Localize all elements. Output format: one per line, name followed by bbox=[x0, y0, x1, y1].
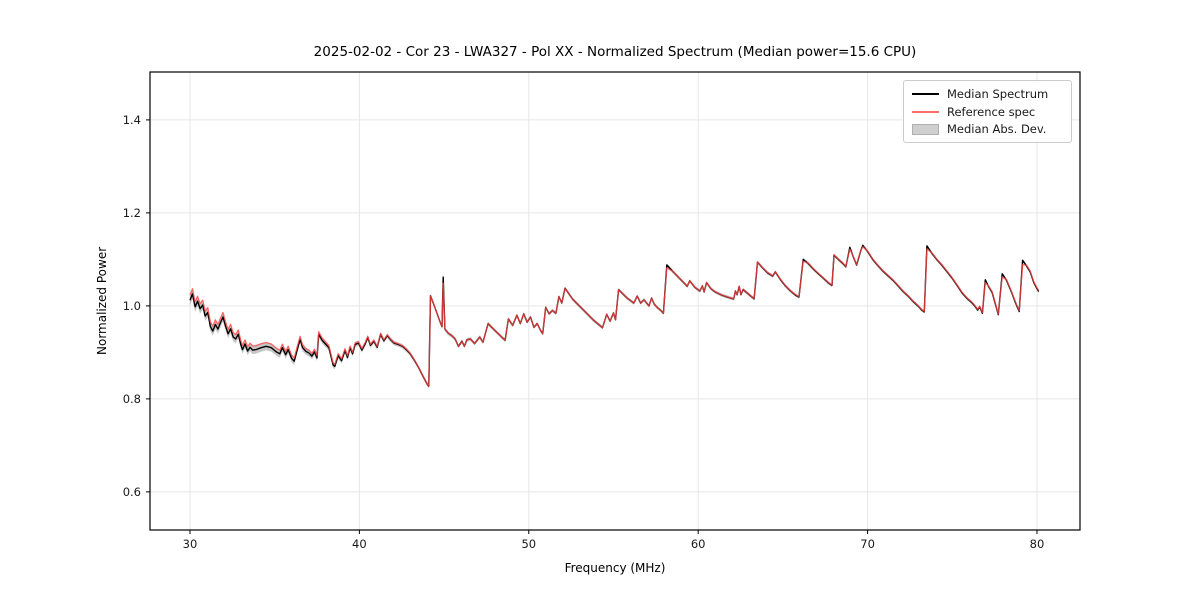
x-axis-label: Frequency (MHz) bbox=[564, 561, 666, 575]
x-tick-label: 50 bbox=[521, 537, 536, 551]
y-tick-label: 1.4 bbox=[123, 113, 141, 127]
legend-item-reference-spec: Reference spec bbox=[912, 103, 1063, 121]
x-tick-label: 30 bbox=[183, 537, 198, 551]
median-abs-dev-patch-swatch bbox=[912, 123, 939, 135]
legend-item-median-abs-dev: Median Abs. Dev. bbox=[912, 120, 1063, 138]
legend-label: Reference spec bbox=[947, 104, 1036, 119]
y-tick-label: 0.6 bbox=[123, 485, 141, 499]
legend-label: Median Abs. Dev. bbox=[947, 122, 1047, 137]
x-tick-label: 40 bbox=[352, 537, 367, 551]
x-tick-label: 60 bbox=[691, 537, 706, 551]
reference-spec-line-swatch bbox=[912, 110, 939, 113]
chart-title: 2025-02-02 - Cor 23 - LWA327 - Pol XX - … bbox=[313, 44, 917, 60]
x-tick-label: 80 bbox=[1030, 537, 1045, 551]
y-tick-label: 1.2 bbox=[123, 206, 141, 220]
legend: Median Spectrum Reference spec Median Ab… bbox=[903, 80, 1072, 143]
x-tick-label: 70 bbox=[860, 537, 875, 551]
legend-label: Median Spectrum bbox=[947, 86, 1049, 101]
axes-spines bbox=[149, 71, 1081, 531]
y-tick-label: 1.0 bbox=[123, 299, 141, 313]
reference-spec-line bbox=[189, 246, 1040, 387]
y-tick-label: 0.8 bbox=[123, 392, 141, 406]
median-spectrum-line-swatch bbox=[912, 92, 939, 95]
legend-item-median-spectrum: Median Spectrum bbox=[912, 85, 1063, 103]
